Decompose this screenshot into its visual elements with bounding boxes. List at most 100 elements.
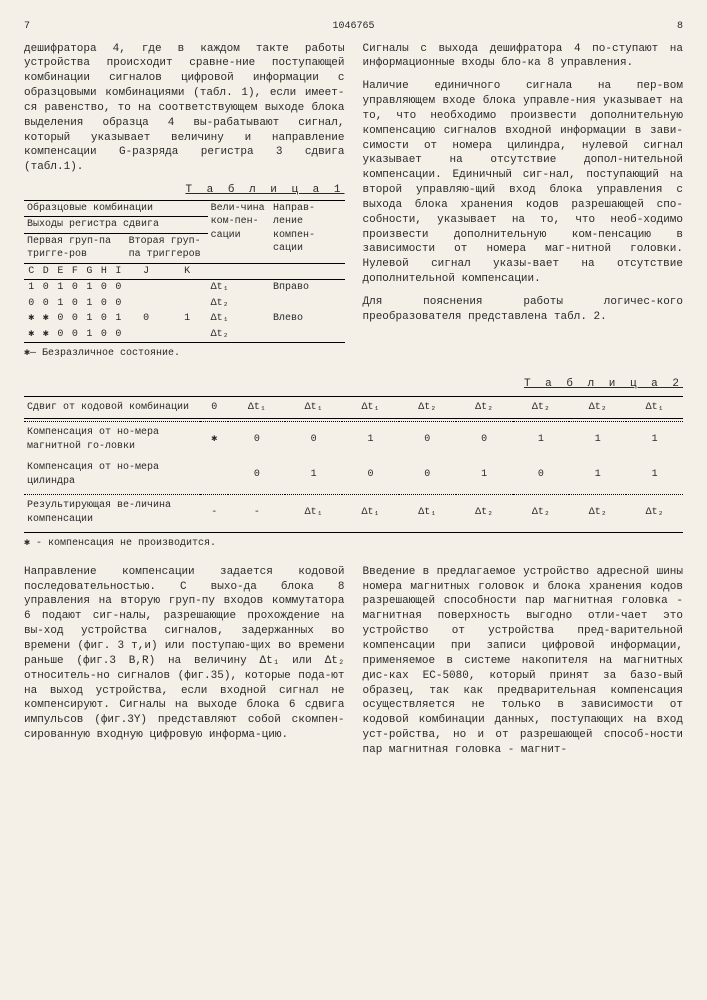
table-cell: 0	[97, 280, 112, 296]
page-num-left: 7	[24, 20, 30, 34]
table-cell: 0	[126, 311, 167, 327]
table-cell: Вправо	[270, 280, 344, 296]
t2-r2-6: 0	[513, 457, 570, 492]
t2-h4: Δt₂	[399, 396, 456, 419]
t2-r1-7: 1	[569, 422, 626, 458]
t2-r3-6: Δt₂	[513, 495, 570, 531]
t2-h2: Δt₁	[285, 396, 342, 419]
t2-r1-8: 1	[626, 422, 683, 458]
t2-r3-4: Δt₁	[399, 495, 456, 531]
t2-r1-label: Компенсация от но-мера магнитной го-ловк…	[24, 422, 200, 458]
table-cell: 0	[68, 311, 83, 327]
table-cell: Влево	[270, 311, 344, 327]
t1-colA1: D	[39, 263, 54, 280]
bottom-left: Направление компенсации задается кодовой…	[24, 565, 345, 766]
t2-h0: 0	[200, 396, 228, 419]
table-cell: 1	[24, 280, 39, 296]
t2-r1-6: 1	[513, 422, 570, 458]
t2-h8: Δt₁	[626, 396, 683, 419]
table-cell: Δt₂	[208, 327, 270, 343]
t1-h1b: Вели-чина ком-пен-сации	[208, 200, 270, 263]
t2-r2-0	[200, 457, 228, 492]
t2-r3-0: -	[200, 495, 228, 531]
table-cell: 0	[68, 296, 83, 312]
table-cell: Δt₂	[208, 296, 270, 312]
table-cell: 1	[82, 280, 97, 296]
table-cell	[270, 296, 344, 312]
t2-r2-7: 1	[569, 457, 626, 492]
t2-h6: Δt₂	[513, 396, 570, 419]
table-cell	[167, 296, 208, 312]
t1-h2a: Выходы регистра сдвига	[24, 217, 208, 234]
table1-caption: Т а б л и ц а 1	[24, 183, 345, 198]
t2-r1-3: 1	[342, 422, 399, 458]
t1-colA0: C	[24, 263, 39, 280]
t2-r2-5: 1	[456, 457, 513, 492]
top-columns: дешифратора 4, где в каждом такте работы…	[24, 42, 683, 375]
table1-note: ✱— Безразличное состояние.	[24, 347, 345, 361]
table2-caption: Т а б л и ц а 2	[24, 377, 683, 392]
t1-colA4: G	[82, 263, 97, 280]
t1-colA6: I	[111, 263, 126, 280]
t2-r3-5: Δt₂	[456, 495, 513, 531]
table-cell: ✱	[39, 311, 54, 327]
table-cell: 0	[53, 311, 68, 327]
t2-h3: Δt₁	[342, 396, 399, 419]
t2-r2-8: 1	[626, 457, 683, 492]
t2-h7: Δt₂	[569, 396, 626, 419]
bottom-right: Введение в предлагаемое устройство адрес…	[363, 565, 684, 766]
table-cell: 1	[53, 280, 68, 296]
page-num-right: 8	[677, 20, 683, 34]
left-p1: дешифратора 4, где в каждом такте работы…	[24, 42, 345, 176]
t1-colB0: J	[126, 263, 167, 280]
table-cell	[126, 327, 167, 343]
table-cell: 0	[97, 327, 112, 343]
t2-r1-5: 0	[456, 422, 513, 458]
t1-colB1: K	[167, 263, 208, 280]
table-cell: 0	[39, 296, 54, 312]
t1-h3a: Первая груп-па тригге-ров	[24, 233, 126, 263]
t2-h5: Δt₂	[456, 396, 513, 419]
table2: Сдвиг от кодовой комбинации 0 Δt₁ Δt₁ Δt…	[24, 396, 683, 534]
t2-r2-3: 0	[342, 457, 399, 492]
table-cell	[270, 327, 344, 343]
table-cell: 0	[111, 280, 126, 296]
t2-r2-label: Компенсация от но-мера цилиндра	[24, 457, 200, 492]
table-cell: 1	[82, 327, 97, 343]
right-p2: Наличие единичного сигнала на пер-вом уп…	[363, 79, 684, 287]
t2-r2-4: 0	[399, 457, 456, 492]
t2-r1-4: 0	[399, 422, 456, 458]
t2-r3-label: Результирующая ве-личина компенсации	[24, 495, 200, 531]
table-cell: 1	[111, 311, 126, 327]
t2-h1: Δt₁	[228, 396, 285, 419]
t2-hdr-label: Сдвиг от кодовой комбинации	[24, 396, 200, 419]
table-cell: 1	[53, 296, 68, 312]
table-cell: 0	[111, 327, 126, 343]
table-cell: 0	[39, 280, 54, 296]
t2-r2-2: 1	[285, 457, 342, 492]
table-cell	[126, 296, 167, 312]
right-p3: Для пояснения работы логичес-кого преобр…	[363, 295, 684, 325]
table-cell	[126, 280, 167, 296]
t1-h3b: Вторая груп-па триггеров	[126, 233, 208, 263]
t2-r1-0: ✱	[200, 422, 228, 458]
bottom-columns: Направление компенсации задается кодовой…	[24, 565, 683, 766]
table2-note: ✱ - компенсация не производится.	[24, 537, 683, 551]
table1: Образцовые комбинации Вели-чина ком-пен-…	[24, 200, 345, 344]
page-header: 7 1046765 8	[24, 20, 683, 34]
table-cell: 0	[24, 296, 39, 312]
t2-r1-2: 0	[285, 422, 342, 458]
table-cell: ✱	[24, 327, 39, 343]
right-p1: Сигналы с выхода дешифратора 4 по-ступаю…	[363, 42, 684, 72]
table-cell	[167, 280, 208, 296]
table-cell: 0	[97, 311, 112, 327]
t1-colA5: H	[97, 263, 112, 280]
t1-h1c: Направ-ление компен-сации	[270, 200, 344, 263]
br-p1: Введение в предлагаемое устройство адрес…	[363, 565, 684, 758]
table-cell: 0	[68, 280, 83, 296]
table-cell: 1	[82, 296, 97, 312]
t2-r3-1: -	[228, 495, 285, 531]
t1-colA3: F	[68, 263, 83, 280]
t2-r3-3: Δt₁	[342, 495, 399, 531]
t2-r3-8: Δt₂	[626, 495, 683, 531]
